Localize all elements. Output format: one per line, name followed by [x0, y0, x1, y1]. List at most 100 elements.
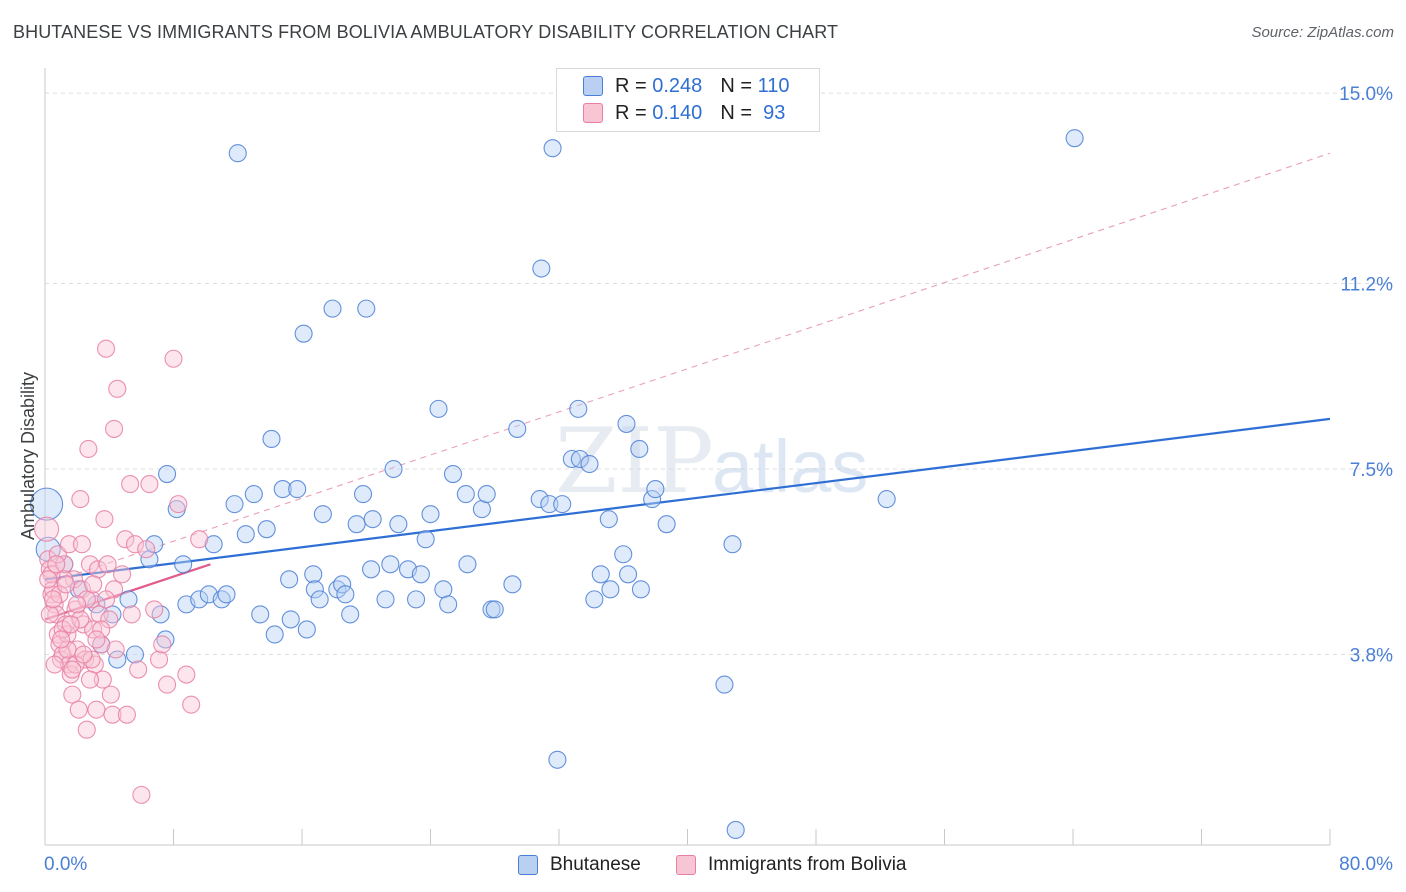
- point-bolivia: [47, 605, 66, 624]
- point-bhutanese: [281, 610, 300, 629]
- point-bhutanese: [336, 585, 355, 604]
- point-bolivia: [63, 660, 82, 679]
- legend-row-bhutanese: R = 0.248 N = 110: [583, 73, 789, 99]
- point-bhutanese: [456, 485, 475, 504]
- axes: [44, 68, 1331, 846]
- y-tick-label: 3.8%: [1350, 646, 1393, 667]
- bottom-legend-bhutanese: Bhutanese: [518, 852, 641, 878]
- y-tick-label: 7.5%: [1350, 460, 1393, 481]
- point-bhutanese: [288, 480, 307, 499]
- point-bhutanese: [416, 530, 435, 549]
- point-bolivia: [122, 605, 141, 624]
- x-tick-label-max: 80.0%: [1339, 854, 1393, 875]
- point-bhutanese: [87, 595, 106, 614]
- point-bhutanese: [156, 630, 175, 649]
- point-bolivia: [43, 590, 63, 609]
- point-bhutanese: [381, 555, 400, 574]
- point-bolivia: [68, 595, 87, 614]
- point-bolivia: [106, 640, 125, 659]
- bottom-swatch-pink: [676, 855, 696, 875]
- point-bolivia: [72, 535, 91, 554]
- point-bolivia: [108, 379, 127, 398]
- chart-title: BHUTANESE VS IMMIGRANTS FROM BOLIVIA AMB…: [13, 22, 839, 42]
- point-bolivia: [56, 575, 75, 594]
- legend-n-value: 110: [757, 74, 790, 97]
- point-bolivia: [117, 705, 136, 724]
- point-bhutanese: [362, 560, 381, 579]
- point-bolivia: [129, 660, 148, 679]
- point-bhutanese: [458, 555, 477, 574]
- point-bolivia: [74, 645, 93, 664]
- point-bhutanese: [265, 625, 284, 644]
- point-bhutanese: [530, 490, 549, 509]
- correlation-legend: R = 0.248 N = 110 R = 0.140 N = 93: [556, 68, 820, 132]
- point-bolivia: [125, 535, 144, 554]
- trend-line-bhutanese: [44, 417, 1331, 581]
- bottom-swatch-blue: [518, 855, 538, 875]
- point-bolivia: [190, 530, 209, 549]
- point-bolivia: [87, 700, 106, 719]
- point-bolivia: [92, 635, 111, 654]
- point-bhutanese: [543, 139, 562, 158]
- point-bhutanese: [158, 464, 177, 484]
- point-bhutanese: [323, 299, 342, 318]
- point-bhutanese: [305, 580, 324, 599]
- point-bhutanese: [262, 429, 281, 449]
- point-bolivia: [96, 339, 116, 358]
- point-bhutanese: [1065, 129, 1084, 148]
- point-bolivia: [105, 419, 124, 438]
- point-bhutanese: [599, 510, 618, 529]
- point-bolivia: [149, 650, 169, 669]
- legend-row-bolivia: R = 0.140 N = 93: [583, 100, 785, 126]
- point-bhutanese: [347, 515, 366, 534]
- point-bhutanese: [363, 510, 382, 529]
- point-bolivia: [71, 490, 90, 509]
- point-bhutanese: [540, 495, 559, 514]
- point-bhutanese: [877, 490, 896, 509]
- point-bhutanese: [257, 520, 276, 539]
- point-bolivia: [69, 700, 88, 719]
- point-bolivia: [116, 530, 135, 549]
- point-bolivia: [164, 349, 183, 368]
- legend-n-key: N =: [720, 101, 752, 124]
- point-bhutanese: [434, 580, 453, 599]
- point-bolivia: [98, 555, 117, 574]
- data-points: [30, 129, 1084, 840]
- point-bolivia: [60, 535, 79, 554]
- point-bhutanese: [406, 590, 426, 609]
- trend-line-bolivia: [44, 563, 211, 621]
- gridlines: [45, 92, 1392, 656]
- y-tick-label: 11.2%: [1341, 275, 1394, 296]
- point-bhutanese: [548, 750, 567, 769]
- point-bolivia: [153, 635, 172, 654]
- watermark-atlas: atlas: [712, 425, 868, 508]
- point-bhutanese: [273, 480, 292, 499]
- legend-r-key: R =: [615, 74, 647, 97]
- legend-r-value: 0.248: [652, 74, 703, 97]
- point-bhutanese: [715, 675, 734, 694]
- point-bolivia: [137, 540, 156, 559]
- point-bhutanese: [591, 565, 610, 584]
- point-bolivia: [82, 590, 101, 609]
- point-bhutanese: [225, 495, 244, 514]
- point-bhutanese: [212, 590, 231, 609]
- legend-swatch-blue: [583, 76, 603, 96]
- y-tick-label: 15.0%: [1339, 84, 1393, 105]
- point-bolivia: [63, 685, 82, 704]
- point-bolivia: [58, 640, 77, 659]
- point-bhutanese: [643, 490, 662, 509]
- point-bolivia: [45, 655, 64, 674]
- point-bhutanese: [125, 645, 144, 664]
- point-bolivia: [90, 605, 109, 624]
- point-bhutanese: [294, 324, 313, 343]
- point-bhutanese: [389, 515, 408, 534]
- point-bolivia: [145, 600, 164, 619]
- point-bolivia: [92, 620, 111, 639]
- point-bhutanese: [103, 605, 122, 624]
- point-bhutanese: [228, 144, 247, 163]
- point-bhutanese: [503, 575, 522, 594]
- bottom-legend-bolivia: Immigrants from Bolivia: [676, 852, 907, 878]
- point-bolivia: [61, 615, 80, 634]
- point-bolivia: [71, 610, 90, 629]
